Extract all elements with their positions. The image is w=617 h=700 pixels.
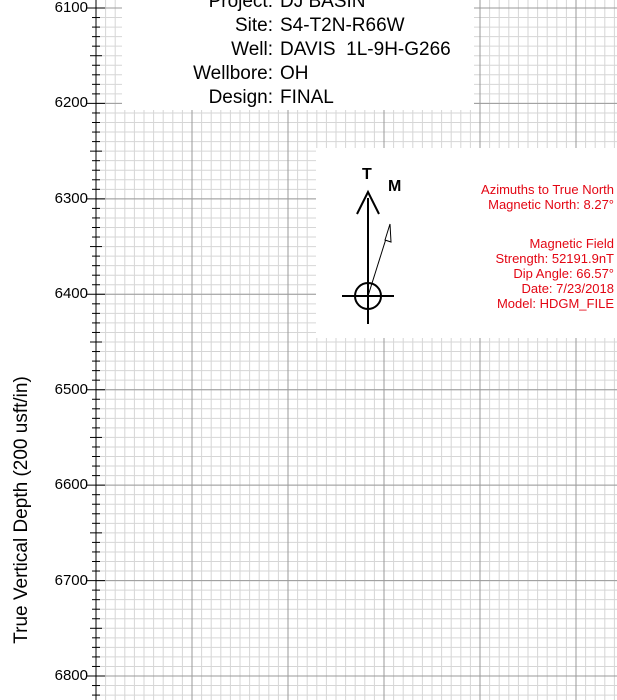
project-label: Project: [208,0,273,12]
y-tick-label: 6600 [54,476,88,494]
site-row: Site: S4-T2N-R66W [122,14,474,38]
model-text: Model: HDGM_FILE [496,296,614,311]
y-tick-label: 6800 [54,667,88,684]
field-strength-text: Strength: 52191.9nT [495,251,614,266]
magnetic-north-label: M [388,178,402,195]
y-tick-label: 6500 [54,380,88,398]
design-label: Design: [208,87,273,108]
dip-angle-text: Dip Angle: 66.57° [513,266,614,281]
well-row: Well: DAVIS 1L-9H-G266 [122,38,474,62]
wellbore-row: Wellbore: OH [122,62,474,86]
north-arrow-icon [342,189,394,324]
y-axis-ticks [87,7,105,696]
true-north-label: T [362,166,372,183]
project-row: Project: DJ BASIN [122,0,474,14]
magnetic-north-text: Magnetic North: 8.27° [488,197,614,212]
y-tick-label: 6100 [54,0,88,16]
design-row: Design: FINAL [122,86,474,110]
azimuth-reference-text: Azimuths to True North [481,182,614,197]
wellbore-label: Wellbore: [193,63,273,84]
wellbore-value: OH [280,63,309,84]
y-tick-label: 6300 [54,189,88,207]
y-tick-label: 6700 [54,571,88,589]
project-value: DJ BASIN [280,0,366,12]
magnetic-north-arrowhead [384,223,392,243]
site-label: Site: [234,15,273,36]
site-value: S4-T2N-R66W [280,15,405,36]
date-text: Date: 7/23/2018 [521,281,614,296]
magnetic-field-title: Magnetic Field [529,236,614,251]
true-north-arrowhead [356,189,380,215]
north-reference-box: T M Azimuths to True North Magnetic Nort… [316,148,617,338]
well-value: DAVIS 1L-9H-G266 [280,39,451,60]
y-tick-label: 6200 [54,94,88,112]
y-tick-label: 6400 [54,285,88,303]
design-value: FINAL [280,87,334,108]
y-axis-label: True Vertical Depth (200 usft/in) [11,376,32,644]
well-label: Well: [231,39,273,60]
well-info-box: Project: DJ BASIN Site: S4-T2N-R66W Well… [122,0,474,110]
